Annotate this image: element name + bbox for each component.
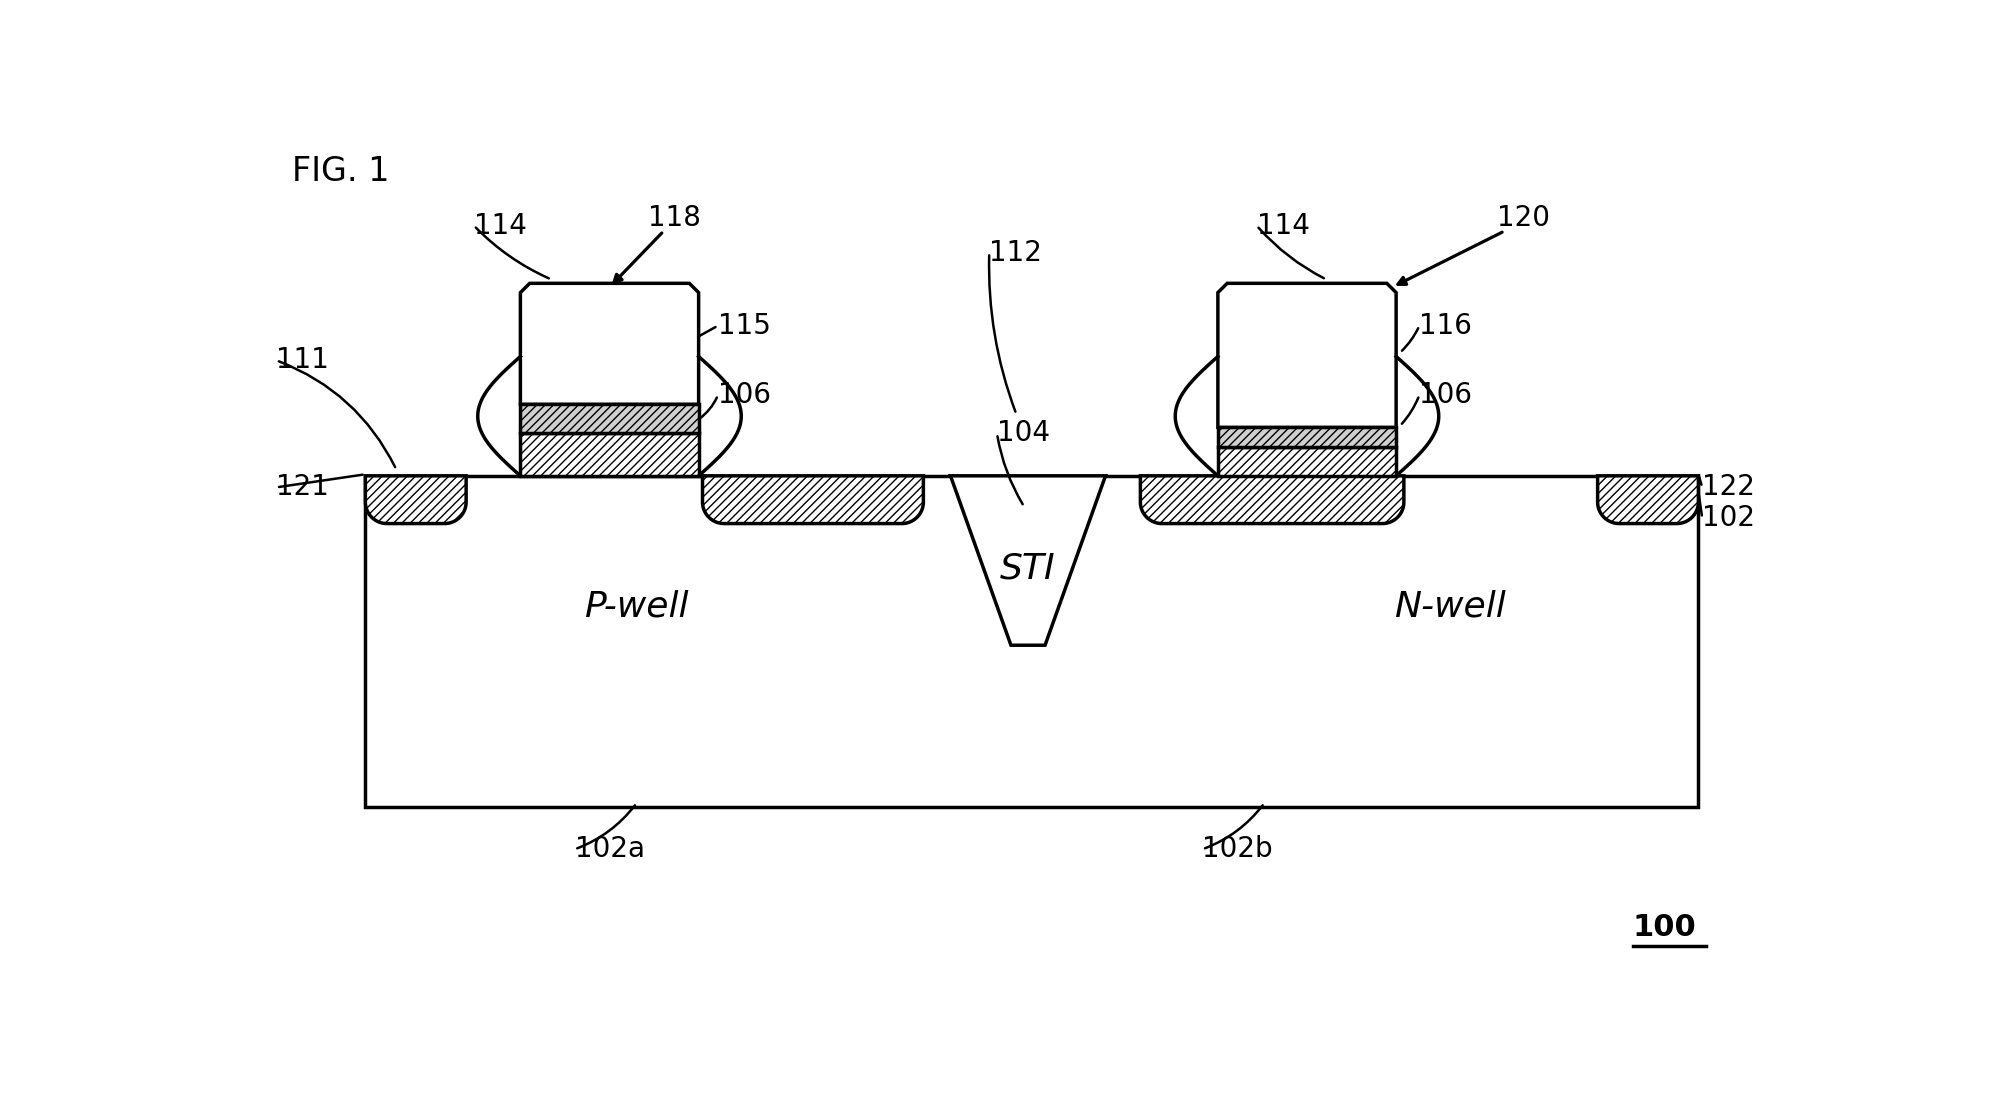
Polygon shape [702, 476, 923, 523]
Text: 102b: 102b [1202, 835, 1274, 863]
Text: 114: 114 [1258, 212, 1309, 239]
Text: 115: 115 [717, 312, 771, 340]
Polygon shape [1140, 476, 1403, 523]
Polygon shape [1598, 476, 1698, 523]
Text: 102a: 102a [574, 835, 644, 863]
Polygon shape [1218, 283, 1397, 428]
Polygon shape [520, 283, 700, 404]
Text: FIG. 1: FIG. 1 [291, 155, 389, 189]
Polygon shape [951, 476, 1106, 645]
Bar [520, 433, 700, 476]
Text: 112: 112 [989, 238, 1042, 267]
Text: 120: 120 [1497, 204, 1551, 231]
Text: 100: 100 [1632, 914, 1696, 942]
Text: STI: STI [1000, 551, 1056, 585]
Bar [1218, 428, 1397, 446]
Text: N-well: N-well [1395, 590, 1507, 624]
Text: 111: 111 [277, 347, 329, 374]
Text: 106: 106 [717, 381, 771, 409]
Text: 116: 116 [1419, 312, 1473, 340]
Text: 104: 104 [996, 419, 1050, 448]
Text: 106: 106 [1419, 381, 1473, 409]
Text: 118: 118 [648, 204, 702, 231]
Text: P-well: P-well [584, 590, 690, 624]
Polygon shape [365, 476, 466, 523]
Bar [1218, 446, 1397, 476]
Text: 122: 122 [1702, 474, 1756, 501]
Bar [520, 404, 700, 433]
Text: 121: 121 [277, 474, 329, 501]
Text: 102: 102 [1702, 505, 1756, 532]
Bar [365, 476, 1698, 807]
Text: 114: 114 [474, 212, 526, 239]
